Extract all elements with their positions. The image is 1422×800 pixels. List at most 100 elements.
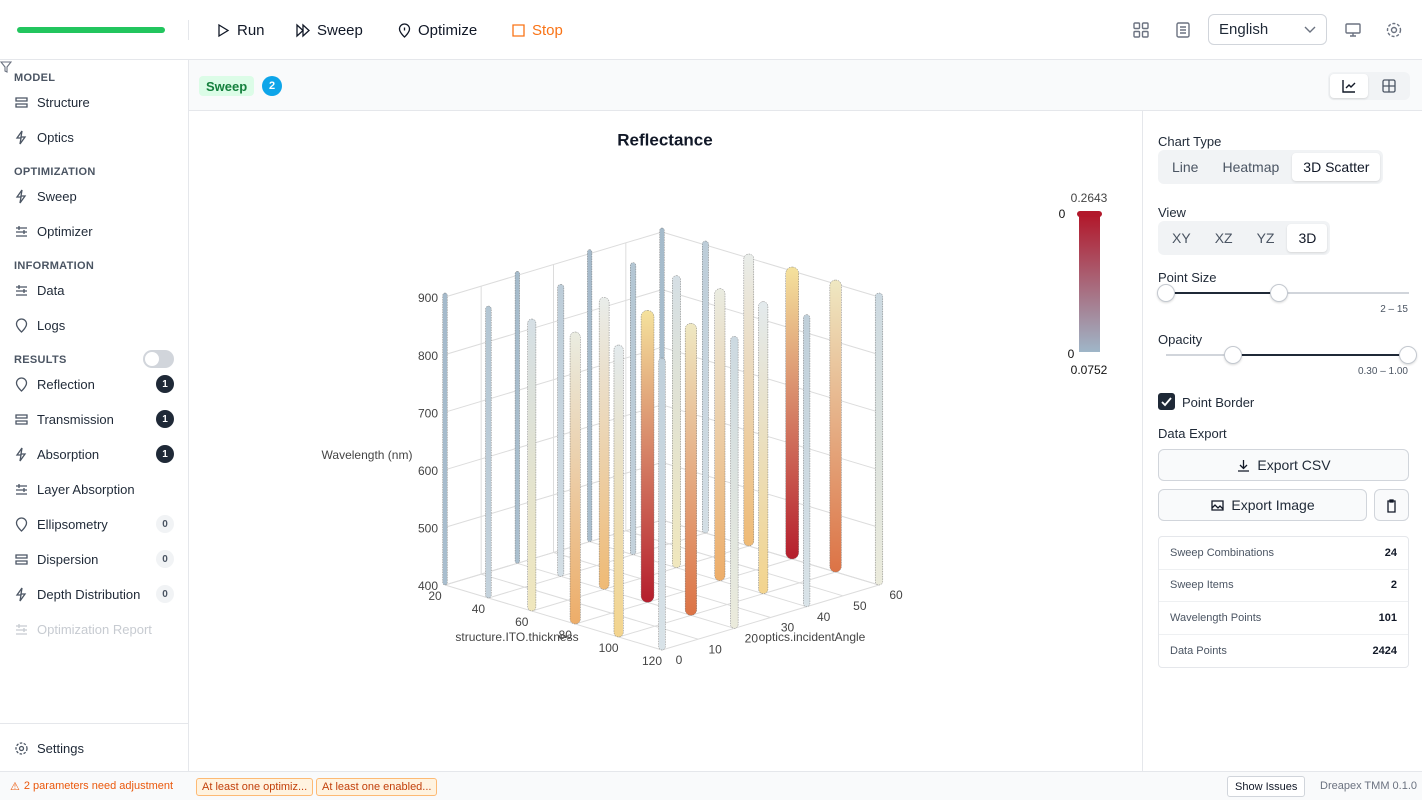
icon xyxy=(15,96,28,108)
z-axis-label: Wavelength (nm) xyxy=(322,448,413,462)
nav-item[interactable]: Layer Absorption xyxy=(14,479,174,499)
language: English xyxy=(1219,21,1269,38)
nav-item[interactable]: Data xyxy=(14,280,174,300)
point-column xyxy=(485,305,492,599)
export-csv-button[interactable]: Export CSV xyxy=(1158,449,1409,481)
point-column xyxy=(874,292,884,586)
icon-path xyxy=(16,284,27,296)
nav-item[interactable]: Sweep xyxy=(14,186,174,206)
colorbar-min: 0.0752 xyxy=(1071,363,1108,377)
settings-item[interactable]: Settings xyxy=(14,738,174,758)
point-column xyxy=(527,318,537,612)
icon-path xyxy=(512,23,525,37)
icon xyxy=(218,23,230,37)
action-label: Sweep xyxy=(317,21,363,39)
filter-icon[interactable] xyxy=(0,61,13,73)
nav-label: Optimizer xyxy=(37,223,93,239)
nav-item[interactable]: Reflection 1 xyxy=(14,374,174,394)
grid-line xyxy=(661,231,880,298)
action-label: Stop xyxy=(532,21,563,39)
copy-button[interactable] xyxy=(1374,489,1409,521)
x-tick-label: 20 xyxy=(428,589,442,603)
filter-toggle[interactable] xyxy=(143,350,174,368)
icon-path xyxy=(218,23,230,37)
nav-badge: 1 xyxy=(156,445,174,463)
icon-path xyxy=(15,130,27,144)
action-button[interactable]: Optimize xyxy=(397,20,477,40)
nav-item[interactable]: Absorption 1 xyxy=(14,444,174,464)
tab-chip[interactable]: Sweep xyxy=(199,76,255,96)
z-tick-label: 900 xyxy=(418,291,438,305)
nav-label: Structure xyxy=(37,94,90,110)
progress-bar xyxy=(17,27,165,33)
nav-item: Optimization Report xyxy=(14,619,174,639)
point-column xyxy=(684,323,697,616)
point-column xyxy=(743,253,755,547)
action-label: Optimize xyxy=(418,21,478,39)
monitor-icon[interactable] xyxy=(1344,21,1362,39)
action-button[interactable]: Stop xyxy=(511,20,563,40)
language-select[interactable]: English xyxy=(1208,14,1327,45)
divider xyxy=(188,20,189,40)
segment-option[interactable]: Heatmap xyxy=(1222,159,1280,175)
export-image-button[interactable]: Export Image xyxy=(1158,489,1367,521)
slider-knob[interactable] xyxy=(1157,284,1175,302)
segment-option[interactable]: YZ xyxy=(1256,230,1275,246)
table-view-button[interactable] xyxy=(1382,79,1396,93)
stat-label: Sweep Items xyxy=(1170,579,1234,592)
issue-chip[interactable]: At least one optimiz... xyxy=(196,778,314,796)
x-tick-label: 80 xyxy=(559,628,573,642)
issue-chip[interactable]: At least one enabled... xyxy=(316,778,438,796)
settings-icon[interactable] xyxy=(1385,21,1403,39)
colorbar-tick: 0 xyxy=(1059,207,1066,221)
point-column xyxy=(658,357,666,651)
stat-value: 2 xyxy=(1390,579,1397,592)
slider-knob[interactable] xyxy=(1224,346,1242,364)
nav-item[interactable]: Ellipsometry 0 xyxy=(14,514,174,534)
nav-item[interactable]: Dispersion 0 xyxy=(14,549,174,569)
icon-path xyxy=(15,376,28,392)
point-column xyxy=(557,284,565,577)
point-column xyxy=(442,292,448,586)
y-tick-label: 20 xyxy=(745,632,759,646)
chart-view-button[interactable] xyxy=(1330,74,1368,98)
check-path xyxy=(1161,397,1172,407)
icon-path xyxy=(16,623,27,635)
action-button[interactable]: Sweep xyxy=(296,20,363,40)
show-issues-button[interactable]: Show Issues xyxy=(1227,776,1306,797)
segment-option[interactable]: 3D Scatter xyxy=(1292,153,1381,181)
segment-option[interactable]: Line xyxy=(1172,159,1199,175)
icon xyxy=(15,317,28,333)
nav-label: Dispersion xyxy=(37,551,99,567)
nav-item[interactable]: Depth Distribution 0 xyxy=(14,584,174,604)
point-column xyxy=(569,331,581,625)
x-tick-label: 120 xyxy=(642,654,662,668)
layout-icon[interactable] xyxy=(1132,21,1150,39)
colorbar-tick: 0 xyxy=(1068,347,1075,361)
nav-item[interactable]: Optics xyxy=(14,127,174,147)
point-column xyxy=(829,279,842,573)
field-label: View xyxy=(1158,205,1186,220)
checkbox-label: Point Border xyxy=(1182,395,1255,410)
nav-item[interactable]: Optimizer xyxy=(14,221,174,241)
nav-item[interactable]: Logs xyxy=(14,315,174,335)
slider-knob[interactable] xyxy=(1270,284,1288,302)
nav-item[interactable]: Structure xyxy=(14,92,174,112)
version: Dreapex TMM 0.1.0 xyxy=(1320,780,1418,792)
doc-icon[interactable] xyxy=(1174,21,1192,39)
segment-option[interactable]: XY xyxy=(1172,230,1191,246)
action-button[interactable]: Run xyxy=(216,20,265,40)
checkbox[interactable] xyxy=(1158,393,1175,410)
segment-option[interactable]: 3D xyxy=(1287,224,1328,252)
nav-badge: 1 xyxy=(156,375,174,393)
tab-bar: Sweep 2 xyxy=(189,60,1422,111)
slider-range-label: 0.30 – 1.00 xyxy=(1357,366,1408,377)
slider-knob[interactable] xyxy=(1399,346,1417,364)
point-column xyxy=(702,240,709,534)
nav-item[interactable]: Transmission 1 xyxy=(14,409,174,429)
point-column xyxy=(672,275,681,568)
icon xyxy=(15,413,28,425)
icon xyxy=(16,284,27,296)
segment-option[interactable]: XZ xyxy=(1214,230,1233,246)
